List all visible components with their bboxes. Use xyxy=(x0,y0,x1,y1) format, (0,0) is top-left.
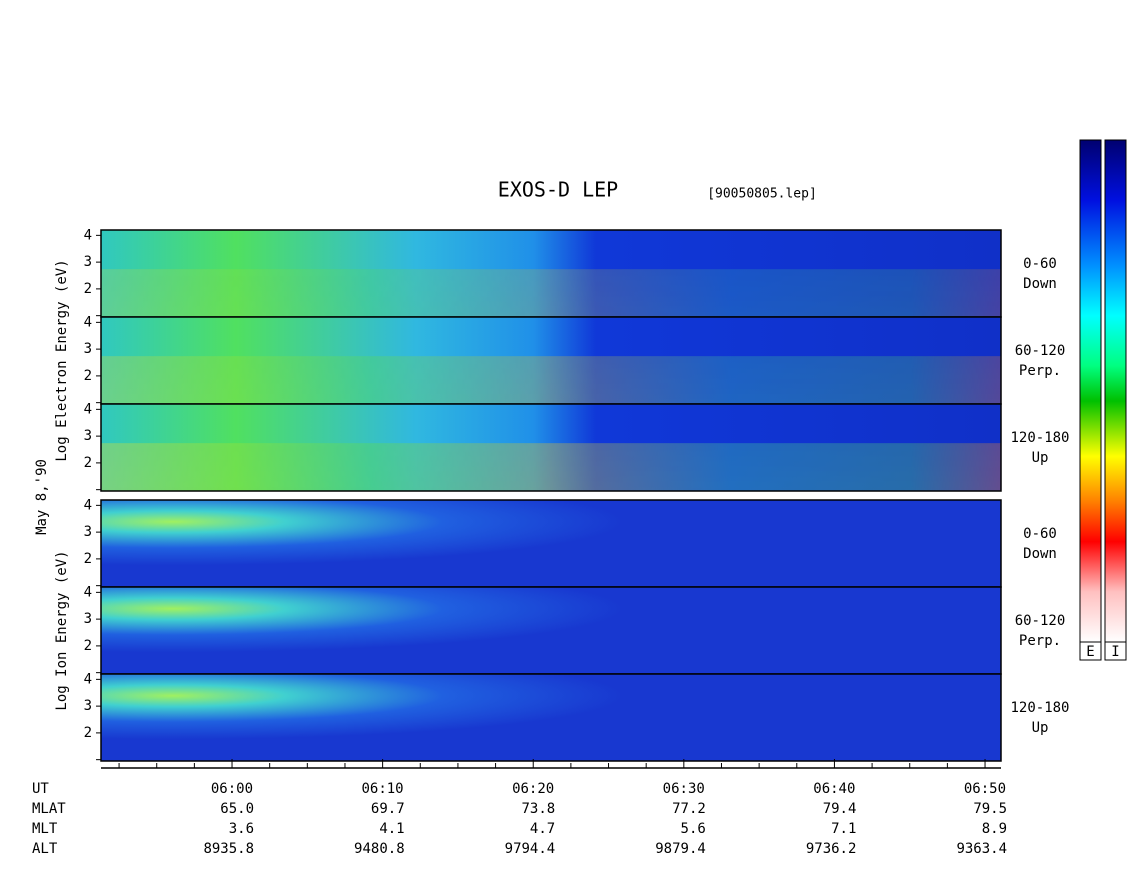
channel-direction: Up xyxy=(1032,450,1049,466)
channel-angle: 120-180 xyxy=(1010,430,1069,446)
y-tick-label: 3 xyxy=(84,428,92,444)
y-tick-label: 2 xyxy=(84,638,92,654)
y-tick-label: 3 xyxy=(84,524,92,540)
channel-angle: 60-120 xyxy=(1015,343,1066,359)
channel-angle: 0-60 xyxy=(1023,256,1057,272)
y-tick-label: 4 xyxy=(84,497,92,513)
row-label: ALT xyxy=(32,841,58,857)
y-tick-label: 2 xyxy=(84,455,92,471)
y-axis-label: Log Electron Energy (eV) xyxy=(54,259,70,461)
color-bar-label-box xyxy=(1079,641,1102,661)
x-tick-label: 06:40 xyxy=(813,781,855,797)
y-axis-label: Log Ion Energy (eV) xyxy=(54,550,70,710)
channel-direction: Up xyxy=(1032,720,1049,736)
row-value: 79.4 xyxy=(823,801,857,817)
file-name: [90050805.lep] xyxy=(707,187,817,202)
channel-direction: Down xyxy=(1023,546,1057,562)
y-tick-label: 4 xyxy=(84,227,92,243)
x-tick-label: 06:50 xyxy=(964,781,1006,797)
spectrogram xyxy=(101,500,1001,587)
x-tick-label: 06:20 xyxy=(512,781,554,797)
spectrogram xyxy=(101,674,1001,761)
row-value: 79.5 xyxy=(973,801,1007,817)
row-value: 8.9 xyxy=(982,821,1007,837)
row-label: MLT xyxy=(32,821,58,837)
panel-frame xyxy=(100,673,1002,762)
row-value: 4.1 xyxy=(379,821,404,837)
y-tick-label: 2 xyxy=(84,281,92,297)
y-tick-label: 2 xyxy=(84,368,92,384)
x-tick-label: 06:30 xyxy=(663,781,705,797)
color-bar-label: E xyxy=(1086,644,1094,660)
spectrogram-low xyxy=(101,443,1001,491)
row-value: 9363.4 xyxy=(956,841,1007,857)
row-value: 7.1 xyxy=(831,821,856,837)
row-label: UT xyxy=(32,781,49,797)
y-tick-label: 4 xyxy=(84,314,92,330)
row-value: 77.2 xyxy=(672,801,706,817)
row-value: 5.6 xyxy=(681,821,706,837)
y-tick-label: 4 xyxy=(84,401,92,417)
row-value: 9794.4 xyxy=(505,841,556,857)
channel-direction: Down xyxy=(1023,276,1057,292)
row-value: 3.6 xyxy=(229,821,254,837)
spectrogram-low xyxy=(101,269,1001,317)
row-value: 9480.8 xyxy=(354,841,405,857)
row-value: 73.8 xyxy=(522,801,556,817)
channel-direction: Perp. xyxy=(1019,633,1061,649)
row-value: 9879.4 xyxy=(655,841,706,857)
row-value: 8935.8 xyxy=(203,841,254,857)
row-value: 4.7 xyxy=(530,821,555,837)
spectrogram-low xyxy=(101,356,1001,404)
color-bar xyxy=(1079,139,1102,643)
color-bar-label-box xyxy=(1104,641,1127,661)
row-value: 69.7 xyxy=(371,801,405,817)
color-bar xyxy=(1104,139,1127,643)
channel-angle: 120-180 xyxy=(1010,700,1069,716)
y-tick-label: 2 xyxy=(84,551,92,567)
y-tick-label: 3 xyxy=(84,254,92,270)
row-value: 9736.2 xyxy=(806,841,857,857)
y-tick-label: 2 xyxy=(84,725,92,741)
channel-angle: 0-60 xyxy=(1023,526,1057,542)
row-label: MLAT xyxy=(32,801,66,817)
y-tick-label: 3 xyxy=(84,611,92,627)
channel-angle: 60-120 xyxy=(1015,613,1066,629)
date-label: May 8,'90 xyxy=(34,459,50,535)
channel-direction: Perp. xyxy=(1019,363,1061,379)
color-bar-label: I xyxy=(1111,644,1119,660)
row-value: 65.0 xyxy=(220,801,254,817)
panel-frame xyxy=(100,403,1002,492)
y-tick-label: 3 xyxy=(84,341,92,357)
y-tick-label: 3 xyxy=(84,698,92,714)
spectrogram xyxy=(101,587,1001,674)
x-tick-label: 06:10 xyxy=(361,781,403,797)
y-tick-label: 4 xyxy=(84,584,92,600)
x-tick-label: 06:00 xyxy=(211,781,253,797)
chart-title: EXOS-D LEP xyxy=(498,178,618,202)
y-tick-label: 4 xyxy=(84,671,92,687)
